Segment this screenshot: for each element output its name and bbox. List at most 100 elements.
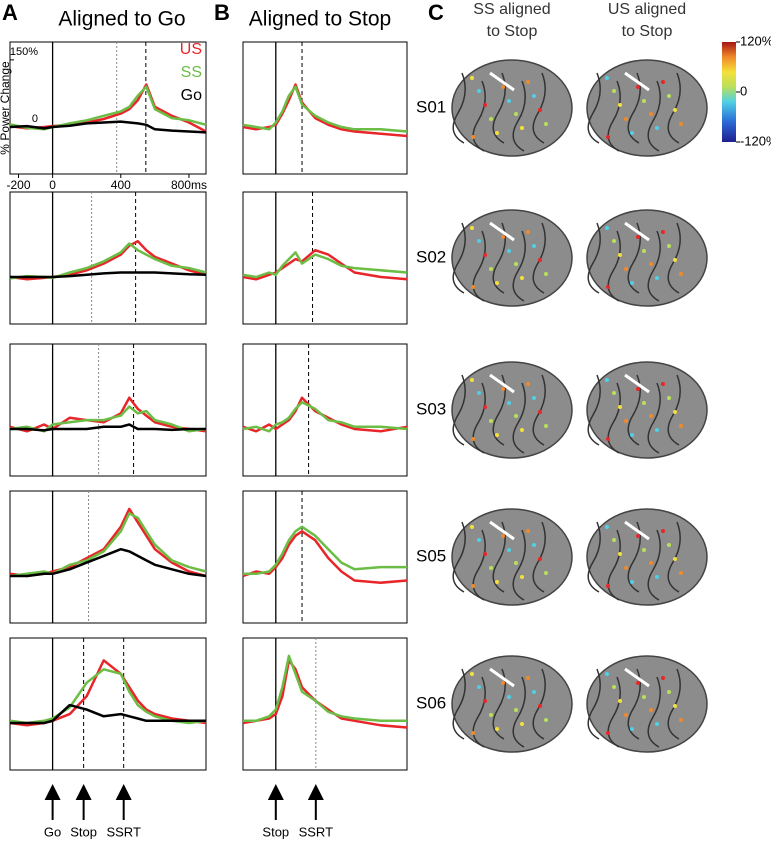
electrode	[679, 272, 683, 276]
electrode	[649, 561, 653, 565]
electrode	[526, 676, 530, 680]
electrode	[667, 244, 671, 248]
electrode	[661, 529, 665, 533]
plot-frame	[242, 41, 408, 175]
electrode	[612, 239, 616, 243]
series-line	[9, 512, 207, 578]
electrode	[649, 262, 653, 266]
brain-sulcus	[647, 80, 661, 152]
electrode	[544, 424, 548, 428]
electrode	[514, 708, 518, 712]
brain-image	[451, 361, 573, 459]
electrode	[630, 580, 634, 584]
series-line	[9, 83, 207, 133]
pointer-arrow	[624, 71, 650, 92]
brain-sulcus	[667, 222, 681, 294]
brain-sulcus	[472, 80, 486, 152]
brain-sulcus	[472, 230, 486, 302]
electrode	[470, 76, 474, 80]
brain-sulcus	[532, 222, 546, 294]
y-axis-label: % Power Change	[0, 61, 12, 155]
brain-sulcus	[607, 230, 621, 302]
electrode	[471, 731, 475, 735]
plot-frame	[242, 490, 408, 624]
electrode	[649, 708, 653, 712]
series-line	[242, 251, 408, 279]
electrode	[532, 396, 536, 400]
electrode	[514, 414, 518, 418]
plot-frame	[9, 191, 207, 325]
electrode	[471, 584, 475, 588]
electrode	[618, 253, 622, 257]
brain-sulcus	[647, 676, 661, 748]
legend-label: Go	[181, 87, 202, 104]
x-tick-label: -200	[7, 178, 31, 192]
electrode	[501, 534, 505, 538]
brain-sulcus	[647, 230, 661, 302]
electrode	[477, 239, 481, 243]
plot-frame	[242, 191, 408, 325]
electrode	[471, 437, 475, 441]
electrode	[673, 108, 677, 112]
electrode	[649, 112, 653, 116]
electrode	[477, 538, 481, 542]
electrode	[538, 108, 542, 112]
electrode	[526, 80, 530, 84]
electrode	[470, 378, 474, 382]
brain-title: to Stop	[487, 23, 538, 40]
brain-sulcus	[512, 230, 526, 302]
electrode	[495, 580, 499, 584]
electrode	[642, 249, 646, 253]
subject-label: S05	[416, 546, 446, 565]
series-line	[9, 668, 207, 725]
electrode	[495, 433, 499, 437]
brain-sulcus	[452, 72, 466, 144]
electrode	[538, 704, 542, 708]
brain-sulcus	[587, 222, 601, 294]
panel-label: B	[214, 0, 230, 25]
brain-title: SS aligned	[473, 1, 550, 18]
x-tick-label: 0	[49, 178, 56, 192]
electrode	[673, 557, 677, 561]
brain-image	[451, 655, 573, 753]
electrode	[520, 276, 524, 280]
electrode	[532, 690, 536, 694]
electrode	[630, 131, 634, 135]
electrode	[507, 548, 511, 552]
electrode	[544, 272, 548, 276]
electrode	[661, 80, 665, 84]
electrode	[507, 401, 511, 405]
brain-image	[586, 655, 708, 753]
electrode	[483, 405, 487, 409]
y-tick-label: 150%	[10, 46, 38, 58]
electrode	[520, 126, 524, 130]
electrode	[655, 276, 659, 280]
series-line	[242, 530, 408, 584]
electrode	[489, 267, 493, 271]
plot-frame	[9, 41, 207, 175]
brain-image	[451, 508, 573, 606]
brain-sulcus	[647, 382, 661, 454]
electrode	[612, 391, 616, 395]
electrode	[605, 378, 609, 382]
pointer-arrow	[489, 667, 515, 688]
brain-sulcus	[512, 529, 526, 601]
electrode	[544, 571, 548, 575]
electrode	[507, 695, 511, 699]
electrode	[636, 387, 640, 391]
electrode	[606, 285, 610, 289]
electrode	[495, 281, 499, 285]
electrode	[477, 89, 481, 93]
electrode	[667, 690, 671, 694]
electrode	[630, 433, 634, 437]
electrode	[642, 548, 646, 552]
brain-sulcus	[667, 374, 681, 446]
brain-image	[451, 209, 573, 307]
electrode	[483, 552, 487, 556]
electrode	[507, 249, 511, 253]
electrode	[471, 135, 475, 139]
pointer-arrow	[624, 520, 650, 541]
electrode	[624, 713, 628, 717]
electrode	[538, 410, 542, 414]
electrode	[679, 122, 683, 126]
